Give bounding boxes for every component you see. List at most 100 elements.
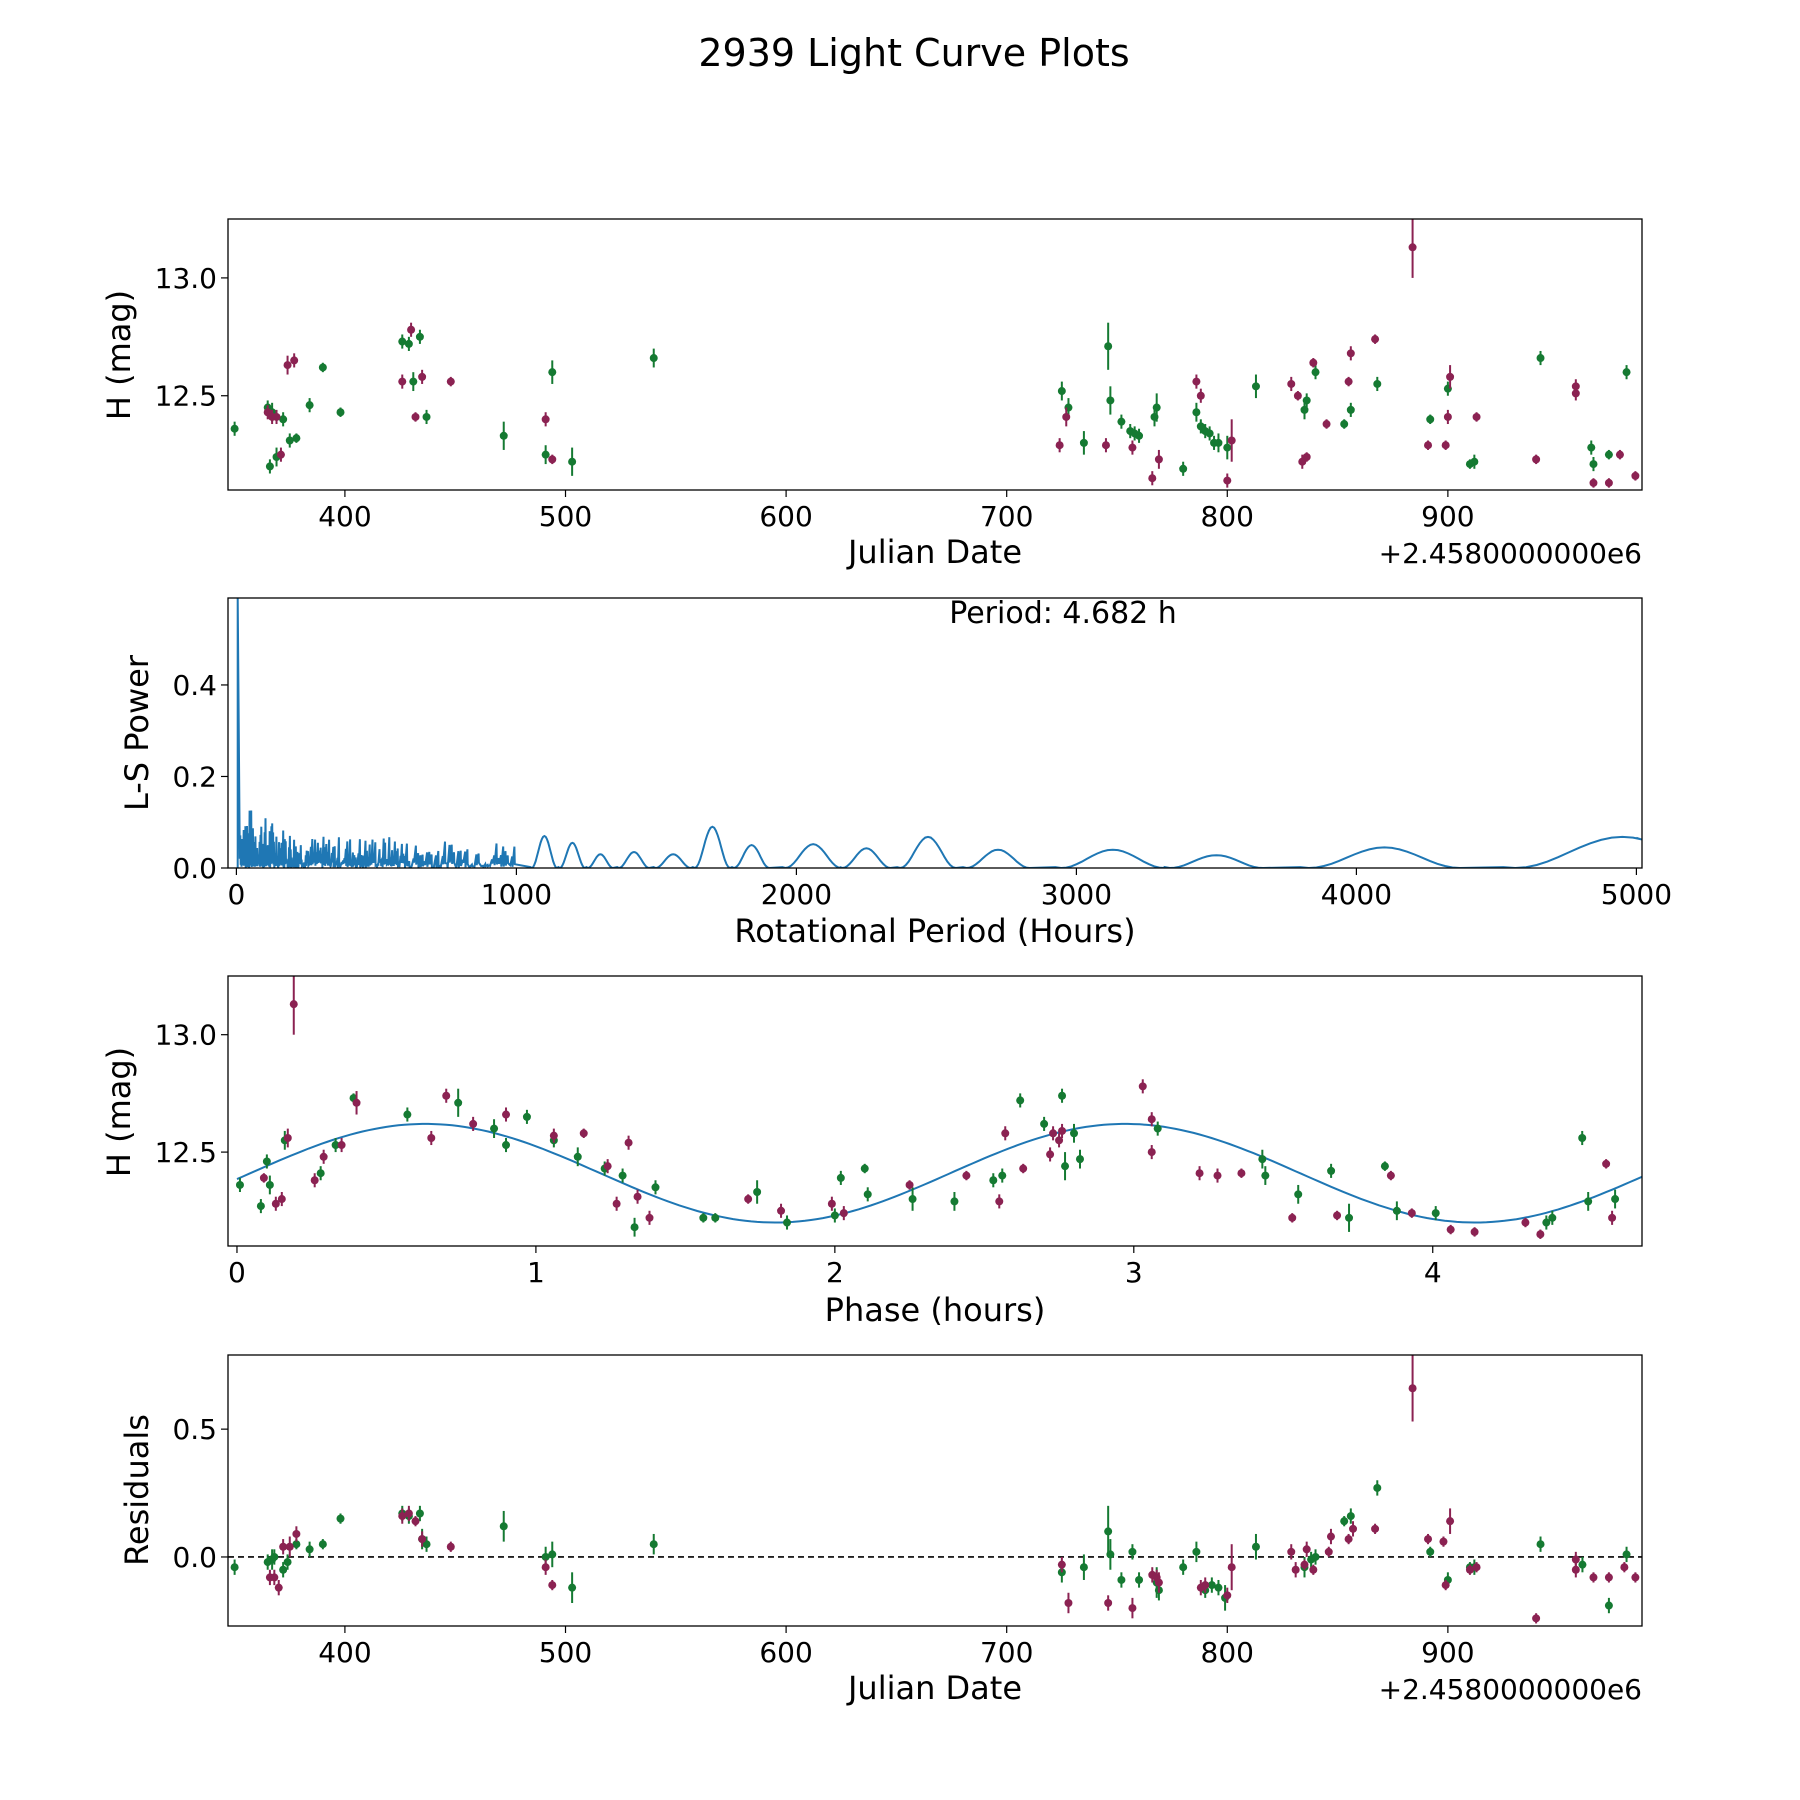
magenta-point (1441, 1581, 1450, 1590)
green-point (262, 1157, 271, 1166)
residuals-xlabel: Julian Date (846, 1669, 1022, 1707)
green-point (1223, 443, 1232, 452)
green-point (336, 408, 345, 417)
magenta-point (283, 361, 292, 370)
residuals-panel: Julian Date +2.4580000000e6 Residuals 40… (118, 1354, 1643, 1707)
green-point (265, 462, 274, 471)
green-point (279, 415, 288, 424)
magenta-point (1223, 476, 1232, 485)
magenta-point (1604, 478, 1613, 487)
magenta-point (645, 1213, 654, 1222)
figure-title: 2939 Light Curve Plots (698, 31, 1129, 75)
magenta-point (1602, 1159, 1611, 1168)
magenta-point (289, 1000, 298, 1009)
green-point (1373, 1483, 1382, 1492)
green-point (860, 1164, 869, 1173)
lightcurve-xtick-label: 900 (1421, 500, 1474, 533)
magenta-point (1465, 1565, 1474, 1574)
magenta-point (1055, 1136, 1064, 1145)
magenta-point (1322, 420, 1331, 429)
magenta-point (277, 1195, 286, 1204)
periodogram-xtick-label: 3000 (1041, 878, 1112, 911)
green-point (1070, 1129, 1079, 1138)
green-point (292, 434, 301, 443)
magenta-point (1001, 1129, 1010, 1138)
magenta-point (1128, 443, 1137, 452)
magenta-point (1446, 1517, 1455, 1526)
magenta-point (1333, 1211, 1342, 1220)
lightcurve-offset-label: +2.4580000000e6 (1379, 537, 1642, 570)
magenta-point (839, 1209, 848, 1218)
magenta-point (1196, 391, 1205, 400)
green-point (1106, 1550, 1115, 1559)
phased-xtick-label: 2 (826, 1256, 844, 1289)
green-point (1373, 379, 1382, 388)
magenta-point (905, 1180, 914, 1189)
green-point (1622, 1550, 1631, 1559)
magenta-point (1424, 441, 1433, 450)
magenta-point (1631, 1573, 1640, 1582)
magenta-point (1147, 1148, 1156, 1157)
green-point (651, 1183, 660, 1192)
residuals-xtick-label: 900 (1421, 1636, 1474, 1669)
green-point (1470, 457, 1479, 466)
magenta-point (1104, 1598, 1113, 1607)
phased-xtick-label: 1 (527, 1256, 545, 1289)
magenta-point (1062, 412, 1071, 421)
magenta-point (1309, 358, 1318, 367)
magenta-point (469, 1119, 478, 1128)
green-point (1542, 1218, 1551, 1227)
magenta-point (1470, 1227, 1479, 1236)
green-point (1192, 408, 1201, 417)
periodogram-panel: Rotational Period (Hours) L-S Power Peri… (118, 596, 1672, 950)
magenta-point (411, 412, 420, 421)
magenta-point (1300, 1560, 1309, 1569)
green-point (1057, 387, 1066, 396)
green-point (1016, 1096, 1025, 1105)
green-point (1251, 382, 1260, 391)
magenta-point (1371, 1524, 1380, 1533)
magenta-point (1386, 1171, 1395, 1180)
periodogram-xtick-label: 2000 (761, 878, 832, 911)
magenta-point (995, 1197, 1004, 1206)
green-point (1117, 1575, 1126, 1584)
magenta-point (404, 1509, 413, 1518)
green-point (541, 1552, 550, 1561)
magenta-point (502, 1110, 511, 1119)
green-point (908, 1195, 917, 1204)
green-point (1548, 1213, 1557, 1222)
green-point (649, 1540, 658, 1549)
green-point (1128, 1547, 1137, 1556)
green-point (1380, 1162, 1389, 1171)
green-point (1536, 1540, 1545, 1549)
magenta-point (1302, 453, 1311, 462)
green-point (1152, 403, 1161, 412)
magenta-point (1326, 1532, 1335, 1541)
magenta-point (612, 1199, 621, 1208)
green-point (1340, 1517, 1349, 1526)
magenta-point (319, 1152, 328, 1161)
green-point (1207, 1581, 1216, 1590)
green-point (305, 401, 314, 410)
green-point (1061, 1162, 1070, 1171)
magenta-point (1195, 1169, 1204, 1178)
green-point (711, 1213, 720, 1222)
magenta-point (1443, 412, 1452, 421)
lightcurve-xtick-label: 700 (980, 500, 1033, 533)
green-point (950, 1197, 959, 1206)
green-point (568, 457, 577, 466)
magenta-point (962, 1171, 971, 1180)
periodogram-line (236, 598, 1642, 868)
magenta-point (603, 1162, 612, 1171)
magenta-point (1608, 1213, 1617, 1222)
magenta-point (271, 1199, 280, 1208)
phased-ytick-label: 12.5 (155, 1136, 217, 1169)
magenta-point (1407, 1209, 1416, 1218)
green-point (548, 368, 557, 377)
magenta-point (633, 1192, 642, 1201)
magenta-point (1293, 391, 1302, 400)
green-point (1311, 1552, 1320, 1561)
green-point (230, 424, 239, 433)
green-point (270, 1552, 279, 1561)
residuals-plot-area (228, 1355, 1642, 1624)
